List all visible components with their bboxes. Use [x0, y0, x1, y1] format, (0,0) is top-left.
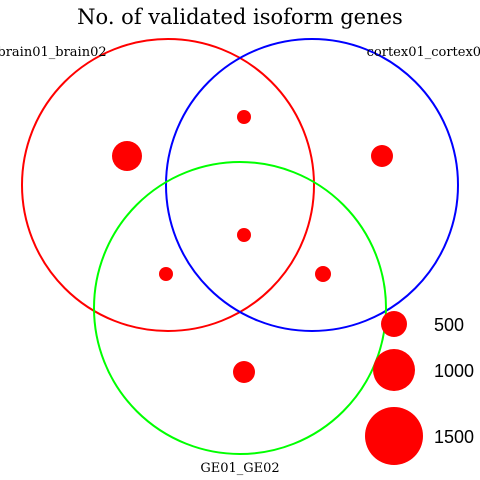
- figure-title: No. of validated isoform genes: [77, 5, 403, 29]
- legend-marker-1500: [365, 407, 423, 465]
- legend-marker-500: [381, 311, 407, 337]
- legend-label-1000: 1000: [434, 361, 474, 381]
- set-label-cortex: cortex01_cortex02: [367, 45, 480, 60]
- legend-label-500: 500: [434, 315, 464, 335]
- region-marker-brain-only: [112, 141, 142, 171]
- set-label-brain: brain01_brain02: [0, 45, 107, 60]
- region-marker-ge-only: [233, 361, 255, 383]
- legend-marker-1000: [373, 349, 415, 391]
- region-marker-cortex-only: [371, 145, 393, 167]
- region-marker-brain-ge: [159, 267, 173, 281]
- region-marker-cortex-ge: [315, 266, 331, 282]
- region-marker-all-three: [237, 228, 251, 242]
- set-circle-ge: [94, 162, 386, 454]
- legend-label-1500: 1500: [434, 427, 474, 447]
- set-circle-cortex: [166, 39, 458, 331]
- size-legend: 500 1000 1500: [365, 311, 474, 465]
- region-marker-brain-cortex: [237, 110, 251, 124]
- set-label-ge: GE01_GE02: [200, 461, 279, 476]
- set-circle-brain: [22, 39, 314, 331]
